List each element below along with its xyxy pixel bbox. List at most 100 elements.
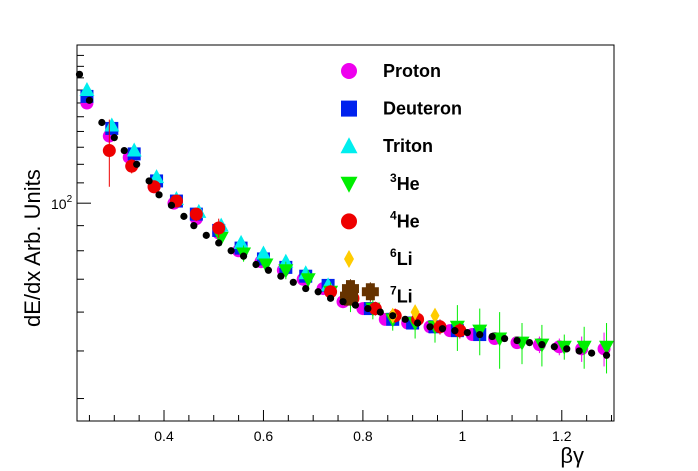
legend-marker [344,250,354,268]
reference-point [401,315,409,323]
legend-entry-3he: 3He [340,171,420,194]
reference-point [389,312,397,320]
legend-entry-6li: 6Li [344,246,413,269]
series-proton [80,96,611,367]
legend-label: 6Li [390,246,413,269]
legend-marker [341,63,357,79]
reference-point [351,301,360,309]
data-point [126,142,142,157]
reference-curve [75,70,611,359]
legend-label: 7Li [390,284,413,307]
data-point [102,144,116,158]
series-triton [79,82,358,302]
reference-point [339,298,347,306]
legend-label: 3He [390,171,420,194]
legend-marker [341,213,357,230]
legend-label: Triton [383,136,433,156]
reference-point [513,336,521,345]
reference-point [85,96,94,104]
plot-frame [76,44,615,422]
reference-point [376,308,384,316]
reference-point [98,118,106,127]
reference-point [202,231,210,239]
data-point [430,307,440,324]
reference-point [252,260,260,269]
data-point [213,231,229,246]
data-point [599,340,615,355]
data-point [79,82,95,97]
data-point [278,264,294,279]
reference-point [538,341,546,349]
reference-point [438,325,447,333]
reference-point [302,284,310,293]
reference-point [602,351,611,359]
reference-point [476,330,484,339]
data-point [233,234,249,249]
x-tick-label: 0.4 [154,428,174,444]
reference-point [145,177,153,185]
data-point [324,285,338,299]
data-point [189,207,203,221]
legend: Proton Deuteron Triton 3He 4He 6Li 7Li [340,61,462,307]
reference-point [120,146,128,155]
tick-labels: 0.4 0.6 0.8 1 1.2 102 [51,194,572,444]
reference-point [563,345,571,353]
legend-entry-triton: Triton [340,136,433,156]
data-point [255,245,271,260]
x-tick-label: 1 [458,428,466,444]
reference-point [180,212,188,220]
legend-marker [340,137,358,154]
reference-point [190,222,198,230]
reference-point [264,266,273,274]
reference-point [239,252,248,260]
series-deuteron [80,89,487,342]
reference-point [167,201,176,209]
reference-point [326,294,335,302]
data-point [453,324,467,338]
reference-point [75,70,84,78]
reference-point [314,288,322,296]
y-axis-title: dE/dx Arb. Units [20,169,45,327]
reference-point [426,323,434,331]
reference-point [451,327,459,335]
reference-point [488,332,496,341]
data-point [576,340,592,355]
reference-point [227,247,235,255]
reference-point [575,347,583,355]
legend-label: 4He [390,208,420,231]
reference-point [588,349,596,357]
legend-marker [340,176,358,193]
x-axis-title: βγ [560,443,584,468]
legend-entry-4he: 4He [341,208,420,231]
x-tick-label: 1.2 [552,428,572,444]
reference-point [133,160,141,168]
reference-point [463,328,471,337]
reference-point [364,304,372,313]
reference-point [501,334,509,343]
legend-marker [341,100,357,117]
series-3he [213,230,615,374]
reference-point [110,134,118,142]
data-point [212,221,226,235]
reference-point [215,239,223,247]
legend-label: Deuteron [383,99,462,119]
data-point [278,253,294,268]
x-tick-label: 0.8 [353,428,373,444]
reference-point [525,339,534,347]
legend-label: Proton [383,61,441,81]
reference-point [289,278,297,286]
legend-entry-deuteron: Deuteron [341,99,462,119]
reference-point [413,319,422,327]
data-point [149,169,165,184]
reference-point [155,191,163,199]
data-point [104,117,120,132]
y-tick-label: 102 [51,194,73,212]
axis-ticks [77,54,613,421]
reference-point [550,343,558,351]
data-point [258,258,274,273]
legend-entry-proton: Proton [341,61,441,81]
data-point [300,273,316,288]
data-point [410,304,420,321]
data-point [361,283,379,301]
